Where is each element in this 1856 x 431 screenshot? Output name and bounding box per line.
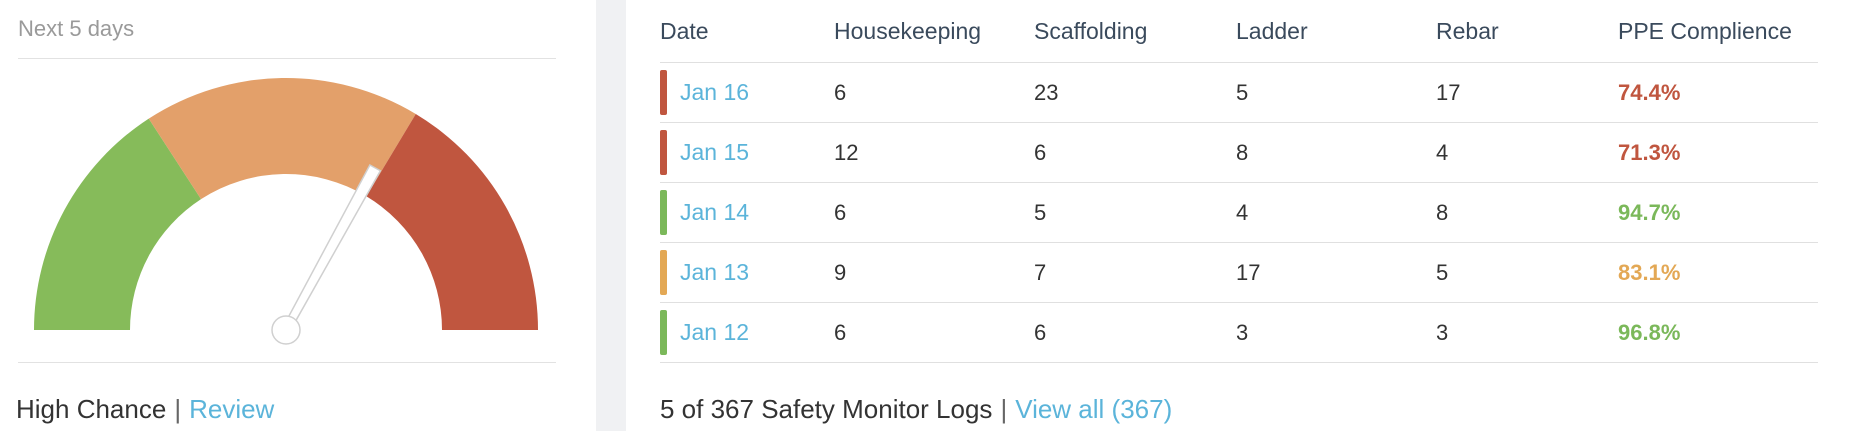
scaffolding-cell: 6 (1034, 122, 1236, 183)
date-cell: Jan 15 (660, 122, 834, 183)
review-link[interactable]: Review (189, 394, 275, 424)
column-header-scaffolding[interactable]: Scaffolding (1034, 0, 1236, 63)
table-row[interactable]: Jan 12 6 6 3 3 96.8% (660, 302, 1818, 363)
forecast-footer: High Chance | Review (16, 394, 274, 425)
column-header-ladder[interactable]: Ladder (1236, 0, 1436, 63)
ladder-cell: 17 (1236, 242, 1436, 303)
date-link[interactable]: Jan 15 (680, 139, 750, 165)
gauge-segment-low (34, 118, 202, 330)
risk-gauge (34, 77, 538, 345)
divider (18, 362, 556, 363)
table-row[interactable]: Jan 13 9 7 17 5 83.1% (660, 242, 1818, 303)
rebar-cell: 8 (1436, 182, 1618, 243)
date-cell: Jan 13 (660, 242, 834, 303)
scaffolding-cell: 23 (1034, 62, 1236, 123)
needle-hub (271, 315, 301, 345)
table-row[interactable]: Jan 15 12 6 8 4 71.3% (660, 122, 1818, 183)
date-link[interactable]: Jan 12 (680, 319, 750, 345)
ppe-cell: 74.4% (1618, 62, 1818, 123)
housekeeping-cell: 6 (834, 182, 1034, 243)
gauge-segment-high (366, 113, 538, 331)
status-bar (660, 70, 667, 115)
status-bar (660, 310, 667, 355)
separator: | (174, 394, 182, 424)
ladder-cell: 4 (1236, 182, 1436, 243)
date-cell: Jan 16 (660, 62, 834, 123)
ladder-cell: 5 (1236, 62, 1436, 123)
safety-logs-table: Date Housekeeping Scaffolding Ladder Reb… (660, 0, 1818, 363)
table-row[interactable]: Jan 14 6 5 4 8 94.7% (660, 182, 1818, 243)
date-cell: Jan 12 (660, 302, 834, 363)
status-bar (660, 190, 667, 235)
date-link[interactable]: Jan 16 (680, 79, 750, 105)
column-header-date[interactable]: Date (660, 0, 834, 63)
table-header-row: Date Housekeeping Scaffolding Ladder Reb… (660, 0, 1818, 63)
gauge-needle (271, 163, 382, 345)
ppe-cell: 71.3% (1618, 122, 1818, 183)
scaffolding-cell: 6 (1034, 302, 1236, 363)
housekeeping-cell: 9 (834, 242, 1034, 303)
logs-footer: 5 of 367 Safety Monitor Logs | View all (3… (660, 394, 1172, 425)
separator: | (1000, 394, 1008, 424)
gauge-segment-mid (148, 77, 416, 200)
ladder-cell: 8 (1236, 122, 1436, 183)
scaffolding-cell: 7 (1034, 242, 1236, 303)
log-count: 5 of 367 Safety Monitor Logs (660, 394, 993, 424)
housekeeping-cell: 6 (834, 302, 1034, 363)
date-link[interactable]: Jan 14 (680, 199, 750, 225)
status-bar (660, 130, 667, 175)
forecast-title: Next 5 days (18, 16, 135, 41)
logs-panel: Date Housekeeping Scaffolding Ladder Reb… (626, 0, 1856, 431)
column-header-housekeeping[interactable]: Housekeeping (834, 0, 1034, 63)
view-all-link[interactable]: View all (367) (1015, 394, 1173, 424)
rebar-cell: 3 (1436, 302, 1618, 363)
forecast-panel: Next 5 days High Chance | Review (0, 0, 596, 431)
ppe-cell: 96.8% (1618, 302, 1818, 363)
scaffolding-cell: 5 (1034, 182, 1236, 243)
rebar-cell: 4 (1436, 122, 1618, 183)
status-bar (660, 250, 667, 295)
divider (18, 58, 556, 59)
rebar-cell: 17 (1436, 62, 1618, 123)
date-cell: Jan 14 (660, 182, 834, 243)
table-row[interactable]: Jan 16 6 23 5 17 74.4% (660, 62, 1818, 123)
column-header-ppe[interactable]: PPE Complience (1618, 0, 1818, 63)
status-label: High Chance (16, 394, 167, 424)
housekeeping-cell: 6 (834, 62, 1034, 123)
ppe-cell: 94.7% (1618, 182, 1818, 243)
date-link[interactable]: Jan 13 (680, 259, 750, 285)
rebar-cell: 5 (1436, 242, 1618, 303)
housekeeping-cell: 12 (834, 122, 1034, 183)
needle-arm (281, 163, 382, 333)
ppe-cell: 83.1% (1618, 242, 1818, 303)
column-header-rebar[interactable]: Rebar (1436, 0, 1618, 63)
ladder-cell: 3 (1236, 302, 1436, 363)
